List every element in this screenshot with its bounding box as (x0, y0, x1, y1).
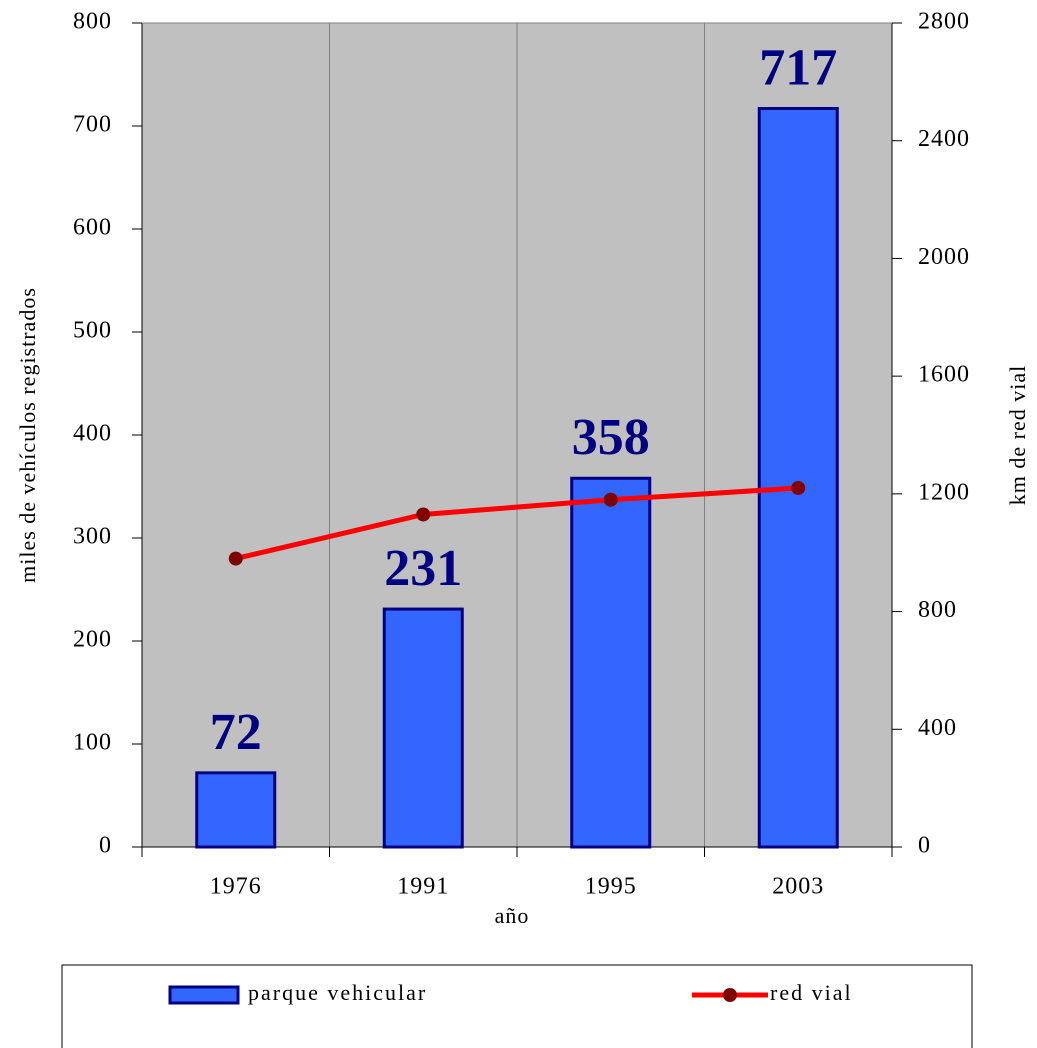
y-tick-label: 700 (73, 112, 112, 138)
y-tick-label: 200 (73, 627, 112, 653)
line-marker (416, 507, 431, 522)
line (235, 485, 799, 562)
y-tick-label: 300 (73, 524, 112, 550)
y-tick-label: 800 (73, 9, 112, 35)
y2-axis-title: km de red vial (1005, 365, 1030, 505)
y2-tick-label: 2800 (918, 9, 970, 35)
bar (570, 476, 652, 849)
y2-tick-label: 1200 (918, 479, 970, 505)
line-marker (228, 551, 243, 566)
x-tick-label: 1976 (210, 874, 262, 900)
legend-box (61, 964, 973, 1048)
y2-tick-label: 800 (918, 597, 957, 623)
x-tick-label: 1991 (397, 874, 449, 900)
y2-tick-label: 1600 (918, 362, 970, 388)
y2-tick-label: 2400 (918, 126, 970, 152)
bar (757, 106, 839, 849)
y-tick-label: 500 (73, 318, 112, 344)
x-tick-label: 2003 (772, 874, 824, 900)
value-label: 72 (210, 704, 262, 761)
y-axis-title: miles de vehículos registrados (15, 287, 40, 583)
x-axis-title: año (495, 903, 530, 928)
y2-tick-label: 2000 (918, 244, 970, 270)
y2-tick-label: 400 (918, 715, 957, 741)
legend-label: parque vehicular (248, 980, 427, 1005)
line-marker (791, 480, 806, 495)
bar (195, 771, 277, 849)
y-tick-label: 600 (73, 215, 112, 241)
bar (382, 607, 464, 849)
x-tick-label: 1995 (585, 874, 637, 900)
y-tick-label: 400 (73, 421, 112, 447)
value-label: 717 (759, 39, 837, 96)
y-tick-label: 0 (99, 833, 112, 859)
y-tick-label: 100 (73, 730, 112, 756)
y2-tick-label: 0 (918, 833, 931, 859)
legend-swatch (168, 985, 240, 1005)
value-label: 358 (572, 409, 650, 466)
line-marker (603, 492, 618, 507)
legend-marker (723, 988, 737, 1002)
legend-label: red vial (770, 980, 853, 1005)
value-label: 231 (384, 540, 462, 597)
